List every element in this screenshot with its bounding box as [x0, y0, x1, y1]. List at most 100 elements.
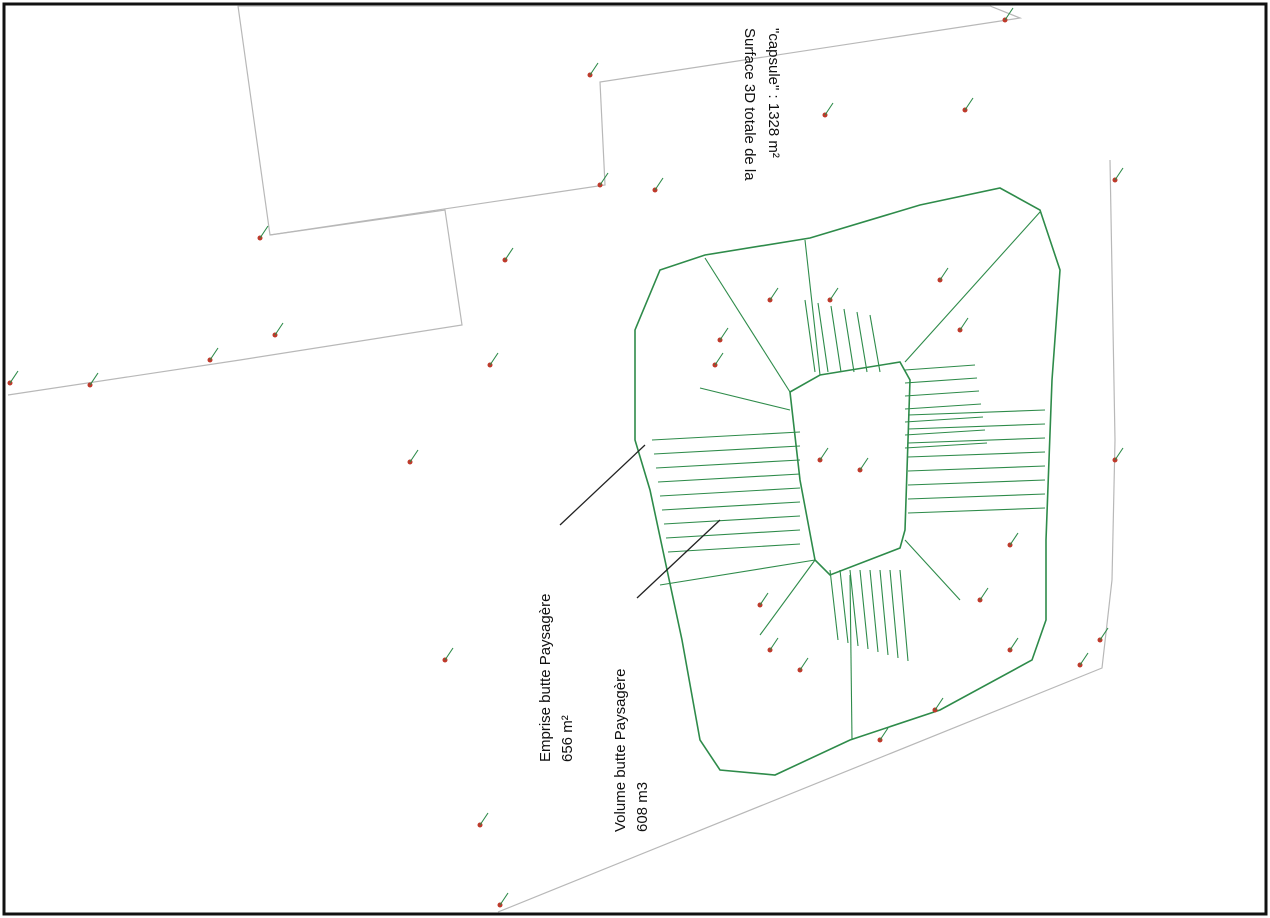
slope-line — [804, 239, 821, 376]
parcel-line — [497, 159, 1116, 913]
annotation-text: 656 m² — [559, 715, 576, 762]
survey-tick — [769, 637, 779, 651]
slope-line — [907, 465, 1046, 472]
slope-line — [699, 387, 791, 411]
slope-line — [904, 390, 980, 397]
slope-line — [904, 403, 982, 410]
slope-line — [869, 314, 881, 373]
slope-line — [879, 569, 889, 656]
survey-tick — [409, 449, 419, 463]
slope-line — [653, 445, 801, 455]
survey-tick — [719, 327, 729, 341]
survey-tick — [499, 892, 509, 906]
survey-tick — [444, 647, 454, 661]
slope-line — [667, 543, 801, 553]
survey-tick — [799, 657, 809, 671]
slope-line — [907, 479, 1046, 486]
survey-tick — [9, 370, 19, 384]
survey-tick — [959, 317, 969, 331]
slope-lines — [651, 211, 1046, 741]
slope-line — [817, 302, 829, 373]
slope-line — [804, 299, 816, 373]
survey-tick — [489, 352, 499, 366]
survey-tick — [1114, 167, 1124, 181]
slope-line — [904, 429, 986, 436]
slope-line — [904, 539, 961, 601]
survey-tick — [504, 247, 514, 261]
survey-tick — [654, 177, 664, 191]
survey-tick — [964, 97, 974, 111]
slope-line — [839, 569, 849, 644]
slope-line — [869, 569, 879, 653]
annotation-text: Volume butte Paysagère — [612, 669, 629, 832]
survey-tick — [714, 352, 724, 366]
slope-line — [899, 569, 909, 662]
survey-points — [7, 7, 1124, 908]
survey-tick — [1004, 7, 1014, 21]
survey-tick — [824, 102, 834, 116]
survey-tick — [589, 62, 599, 76]
slope-line — [657, 473, 801, 483]
slope-line — [904, 364, 976, 371]
survey-tick — [829, 287, 839, 301]
survey-tick — [479, 812, 489, 826]
slope-line — [904, 211, 1041, 363]
annotation-text: Emprise butte Paysagère — [537, 594, 554, 762]
survey-tick — [759, 592, 769, 606]
slope-line — [830, 305, 842, 373]
survey-tick — [1114, 447, 1124, 461]
slope-line — [704, 257, 791, 393]
survey-tick — [979, 587, 989, 601]
parcel-line — [7, 209, 463, 396]
slope-line — [759, 559, 816, 636]
survey-tick — [274, 322, 284, 336]
survey-tick — [819, 447, 829, 461]
slope-line — [655, 459, 801, 469]
slope-line — [907, 437, 1046, 444]
annotation-text: Surface 3D totale de la — [741, 28, 758, 181]
slope-line — [829, 569, 839, 641]
slope-line — [907, 409, 1046, 416]
slope-line — [849, 569, 859, 647]
slope-line — [904, 377, 978, 384]
slope-line — [907, 423, 1046, 430]
slope-line — [651, 431, 801, 441]
slope-line — [843, 308, 855, 373]
survey-tick — [259, 225, 269, 239]
survey-tick — [879, 727, 889, 741]
survey-tick — [209, 347, 219, 361]
survey-tick — [1009, 532, 1019, 546]
survey-tick — [1099, 627, 1109, 641]
survey-tick — [599, 172, 609, 186]
slope-line — [859, 569, 869, 650]
slope-line — [907, 451, 1046, 458]
slope-line — [904, 442, 988, 449]
capsule-outline — [634, 187, 1061, 776]
slope-line — [907, 493, 1046, 500]
annotations: Surface 3D totale de la "capsule" : 1328 … — [537, 28, 782, 832]
survey-tick — [1009, 637, 1019, 651]
slope-line — [661, 501, 801, 511]
slope-line — [659, 559, 816, 586]
slope-line — [665, 529, 801, 539]
survey-tick — [89, 372, 99, 386]
slope-line — [889, 569, 899, 659]
slope-line — [904, 416, 984, 423]
slope-line — [659, 487, 801, 497]
survey-tick — [939, 267, 949, 281]
slope-line — [663, 515, 801, 525]
slope-line — [856, 311, 868, 373]
slope-line — [907, 507, 1046, 514]
survey-tick — [934, 697, 944, 711]
annotation-text: 608 m3 — [634, 782, 651, 832]
capsule-top — [789, 361, 911, 576]
slope-line — [849, 574, 853, 741]
annotation-text: "capsule" : 1328 m² — [765, 28, 782, 158]
leader-line — [636, 519, 721, 599]
survey-tick — [769, 287, 779, 301]
survey-tick — [1079, 652, 1089, 666]
survey-tick — [859, 457, 869, 471]
